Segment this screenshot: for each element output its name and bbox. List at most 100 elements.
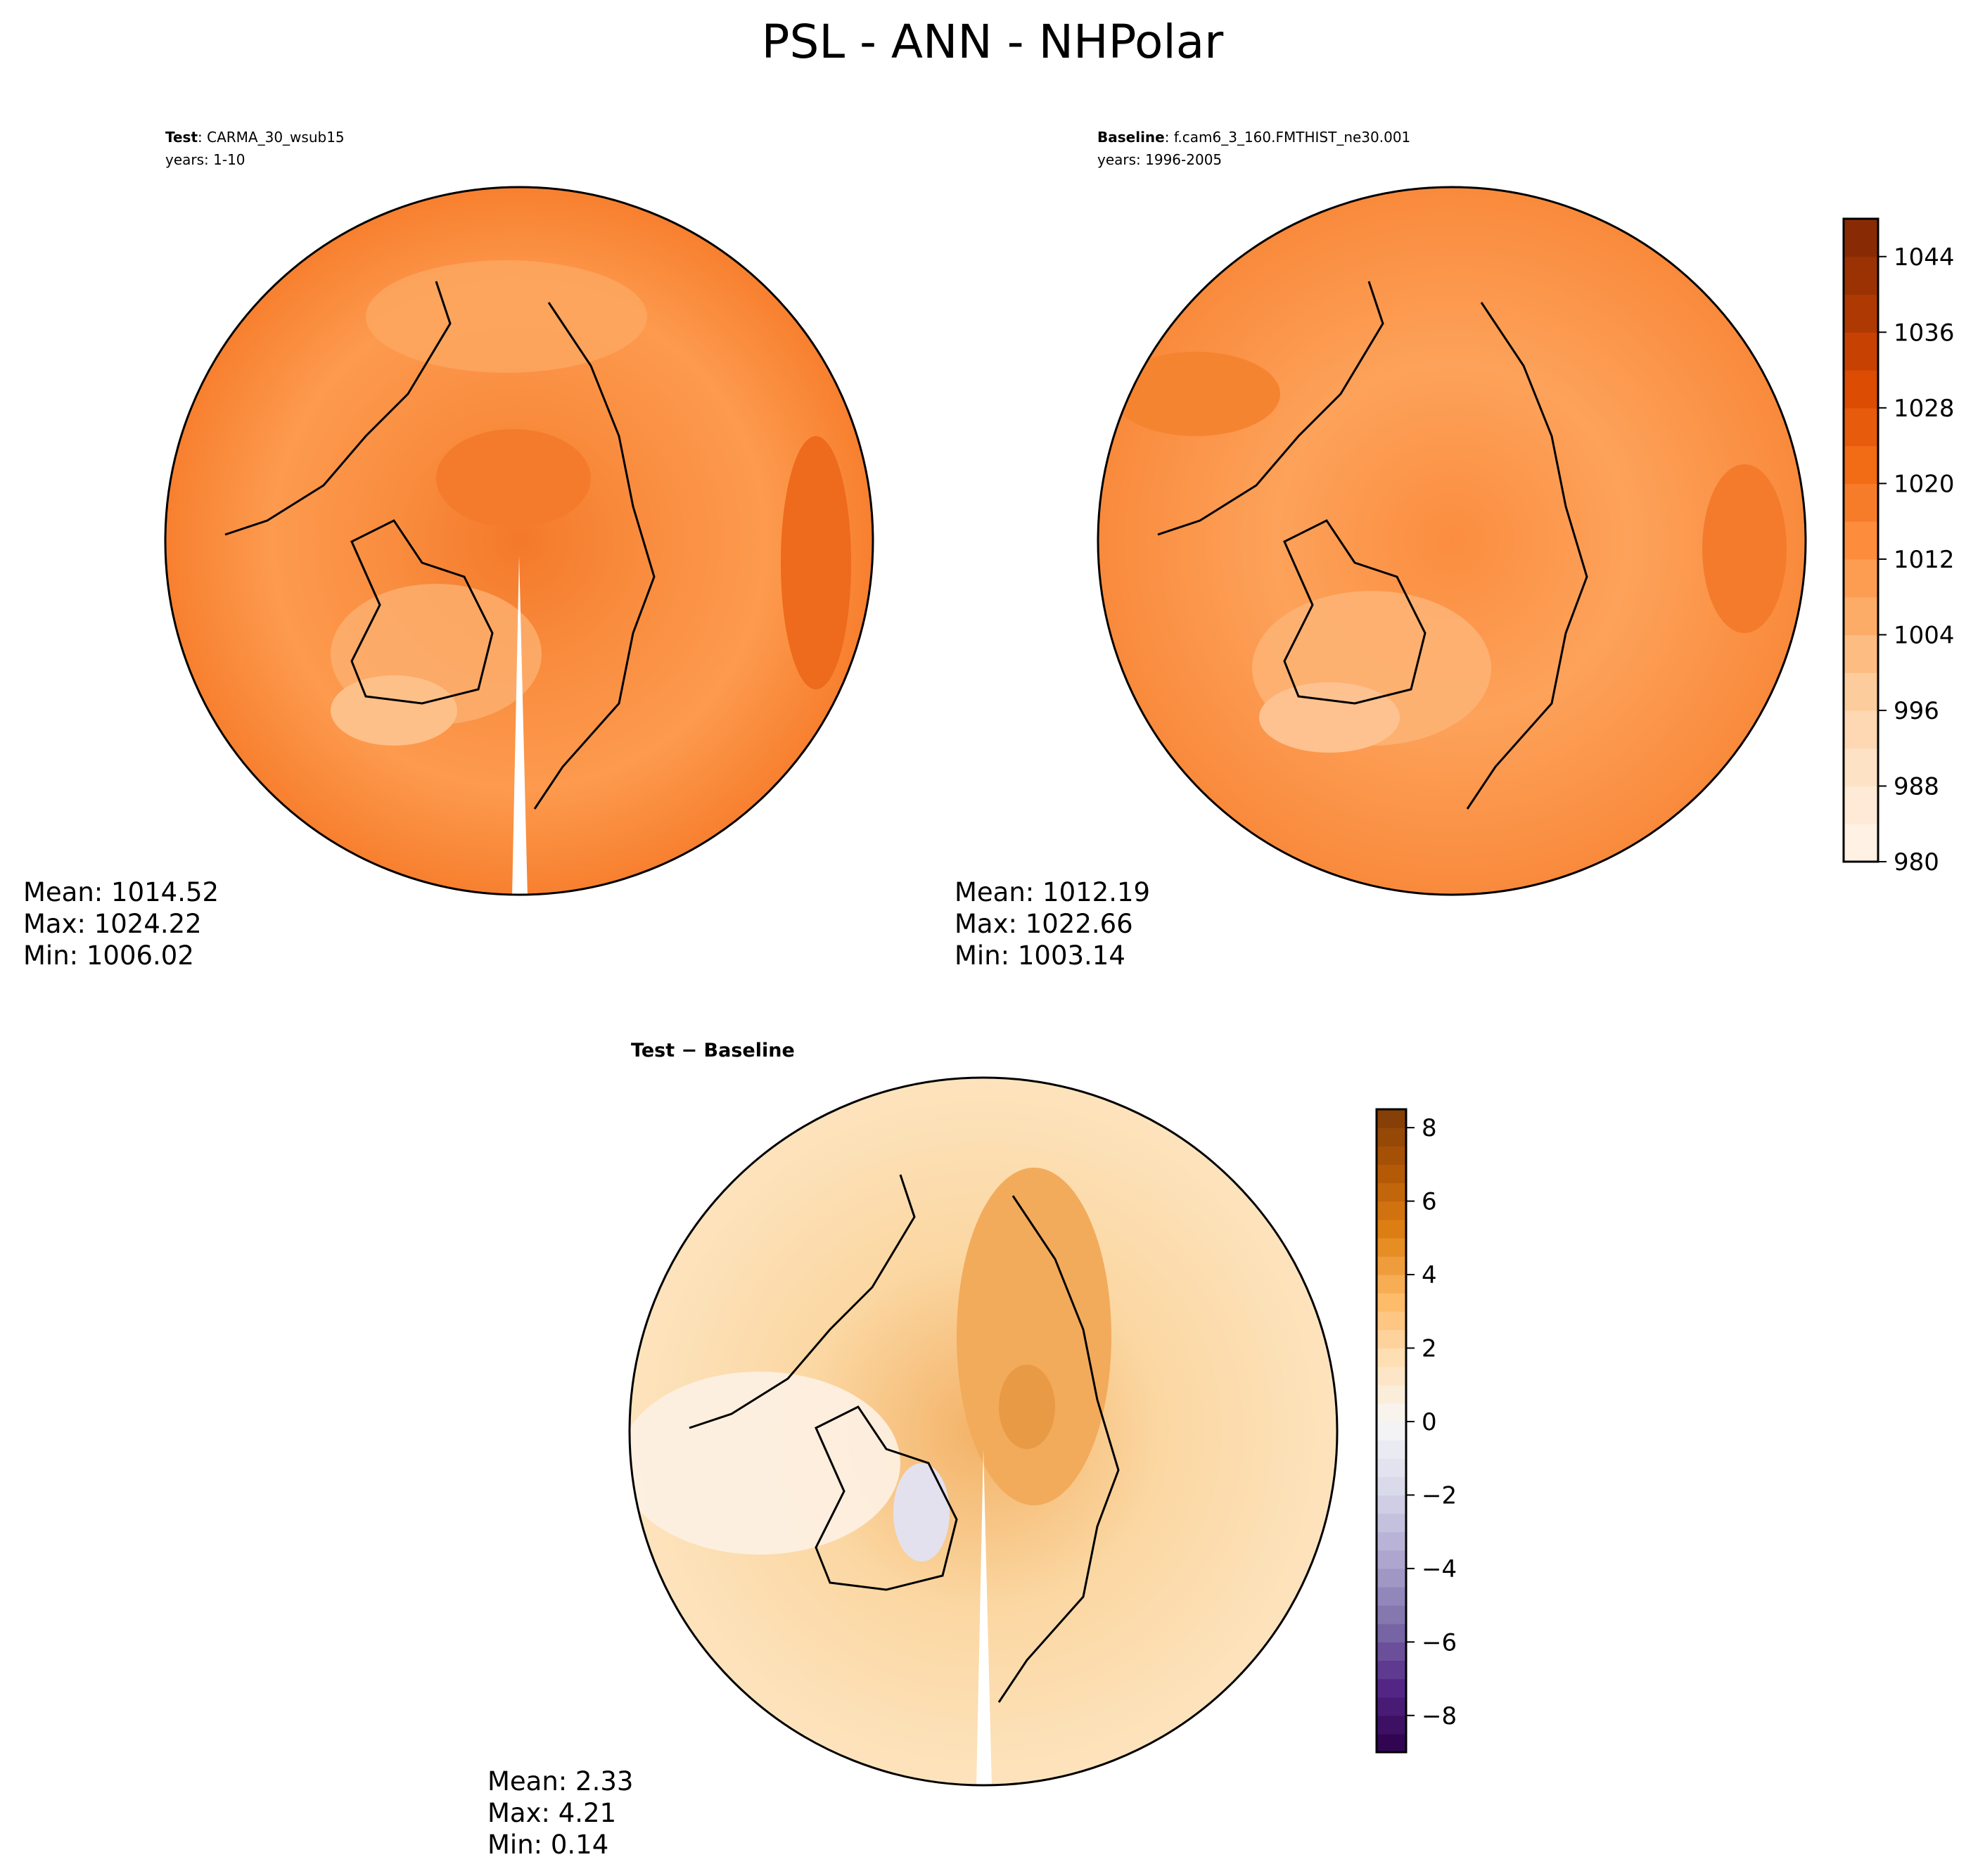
colorbar-level (1844, 219, 1878, 257)
baseline-years: years: 1996-2005 (1097, 151, 1222, 168)
colorbar-level (1377, 1421, 1406, 1441)
baseline-map (1098, 187, 1806, 895)
colorbar-level (1377, 1275, 1406, 1294)
colorbar-tick-label: 988 (1894, 772, 1939, 800)
colorbar-level (1844, 786, 1878, 824)
colorbar-tick-label: 6 (1422, 1188, 1437, 1216)
psl-colorbar: 1044 1036 1028 1020 1012 1004 996 988 980 (1842, 217, 1955, 876)
colorbar-tick-label: 1004 (1894, 621, 1955, 649)
baseline-label: Baseline (1097, 129, 1165, 146)
colorbar-level (1377, 1128, 1406, 1147)
colorbar-level (1377, 1201, 1406, 1220)
baseline-min: Min: 1003.14 (955, 940, 1125, 971)
colorbar-level (1377, 1403, 1406, 1422)
colorbar-level (1377, 1458, 1406, 1477)
colorbar-level (1844, 445, 1878, 484)
colorbar-level (1377, 1697, 1406, 1716)
colorbar-level (1844, 672, 1878, 711)
colorbar-level (1844, 256, 1878, 295)
colorbar-level (1377, 1329, 1406, 1349)
colorbar-level (1844, 824, 1878, 862)
colorbar-level (1844, 521, 1878, 560)
difference-panel: Test − Baseline Mean: 2.33 Max: 4.21 Min… (487, 1040, 1457, 1860)
colorbar-level (1377, 1715, 1406, 1735)
colorbar-level (1844, 294, 1878, 333)
colorbar-level (1377, 1660, 1406, 1680)
test-panel: Test: CARMA_30_wsub15 years: 1-10 Mean: … (23, 129, 874, 971)
difference-map-boundary (628, 1076, 1339, 1787)
colorbar-tick-label: 1028 (1894, 395, 1955, 423)
test-years: years: 1-10 (165, 151, 245, 168)
baseline-max: Max: 1022.66 (955, 909, 1133, 939)
colorbar-level (1377, 1146, 1406, 1165)
colorbar-frame (1375, 1108, 1408, 1754)
colorbar-tick-label: 996 (1894, 697, 1939, 725)
colorbar-level (1844, 634, 1878, 673)
test-max: Max: 1024.22 (23, 909, 202, 939)
test-min: Min: 1006.02 (23, 940, 194, 971)
colorbar-level (1844, 748, 1878, 787)
colorbar-level (1377, 1109, 1406, 1128)
colorbar-tick-label: 1036 (1894, 319, 1955, 347)
colorbar-level (1377, 1182, 1406, 1202)
colorbar-level (1377, 1237, 1406, 1257)
colorbar-tick-label: 4 (1422, 1261, 1437, 1289)
colorbar-level (1377, 1678, 1406, 1698)
colorbar-tick-label: −2 (1422, 1481, 1457, 1510)
colorbar-level (1377, 1733, 1406, 1753)
test-map (165, 187, 873, 895)
colorbar-level (1377, 1531, 1406, 1551)
colorbar-level (1377, 1623, 1406, 1642)
test-mean: Mean: 1014.52 (23, 877, 219, 907)
baseline-panel: Baseline: f.cam6_3_160.FMTHIST_ne30.001 … (955, 129, 1955, 971)
colorbar-level (1844, 483, 1878, 522)
baseline-map-boundary (1097, 186, 1807, 896)
colorbar-frame (1842, 217, 1879, 863)
difference-mean: Mean: 2.33 (487, 1766, 633, 1797)
colorbar-level (1377, 1586, 1406, 1606)
colorbar-level (1377, 1348, 1406, 1367)
difference-colorbar: 8 6 4 2 0 −2 −4 −6 −8 (1375, 1108, 1457, 1754)
difference-max: Max: 4.21 (487, 1798, 616, 1828)
colorbar-level (1844, 710, 1878, 749)
difference-title: Test − Baseline (631, 1040, 795, 1061)
colorbar-tick-label: −4 (1422, 1555, 1457, 1583)
baseline-mean: Mean: 1012.19 (955, 877, 1150, 907)
test-panel-title: Test: CARMA_30_wsub15 (165, 129, 345, 146)
colorbar-tick-label: 0 (1422, 1408, 1437, 1436)
colorbar-tick-label: 980 (1894, 848, 1939, 876)
colorbar-level (1377, 1311, 1406, 1330)
colorbar-level (1377, 1293, 1406, 1312)
colorbar-level (1377, 1513, 1406, 1533)
colorbar-level (1377, 1495, 1406, 1514)
colorbar-level (1377, 1440, 1406, 1459)
baseline-case-name: : f.cam6_3_160.FMTHIST_ne30.001 (1165, 129, 1411, 146)
colorbar-tick-label: −8 (1422, 1702, 1457, 1730)
colorbar-level (1377, 1366, 1406, 1386)
test-case-name: : CARMA_30_wsub15 (198, 129, 345, 146)
colorbar-level (1844, 407, 1878, 447)
colorbar-tick-label: 2 (1422, 1334, 1437, 1363)
colorbar-tick-label: 8 (1422, 1114, 1437, 1142)
colorbar-level (1377, 1164, 1406, 1184)
colorbar-level (1844, 332, 1878, 371)
colorbar-level (1377, 1568, 1406, 1588)
colorbar-tick-label: 1012 (1894, 546, 1955, 574)
colorbar-tick-label: 1020 (1894, 470, 1955, 498)
colorbar-level (1377, 1219, 1406, 1239)
colorbar-tick-label: 1044 (1894, 243, 1955, 272)
colorbar-level (1844, 370, 1878, 409)
colorbar-level (1377, 1384, 1406, 1404)
colorbar-level (1844, 559, 1878, 598)
colorbar-level (1377, 1550, 1406, 1569)
baseline-panel-title: Baseline: f.cam6_3_160.FMTHIST_ne30.001 (1097, 129, 1410, 146)
figure-title: PSL - ANN - NHPolar (762, 15, 1225, 69)
colorbar-level (1377, 1476, 1406, 1495)
colorbar-level (1844, 596, 1878, 636)
colorbar-level (1377, 1256, 1406, 1275)
test-map-boundary (164, 186, 874, 896)
colorbar-tick-label: −6 (1422, 1628, 1457, 1657)
test-label: Test (165, 129, 198, 146)
difference-min: Min: 0.14 (487, 1830, 608, 1860)
